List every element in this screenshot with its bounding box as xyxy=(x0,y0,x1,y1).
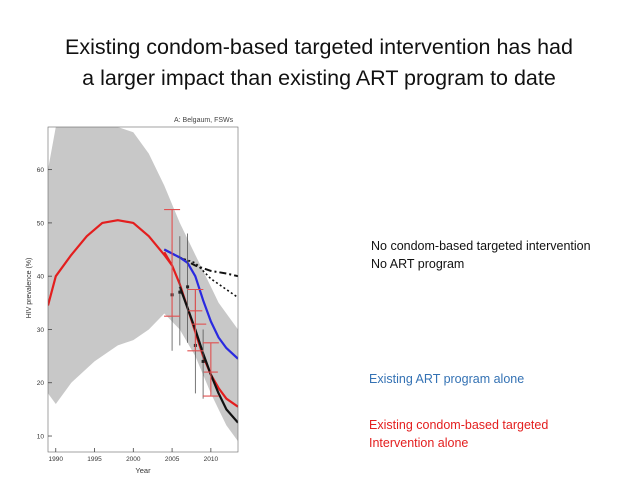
label-counterfactual: No condom-based targeted intervention No… xyxy=(371,237,591,273)
label-art-alone-text: Existing ART program alone xyxy=(369,372,525,386)
data-point-3 xyxy=(186,285,190,289)
label-counterfactual-line-1: No condom-based targeted intervention xyxy=(371,239,591,253)
panel-title: A: Belgaum, FSWs xyxy=(174,117,234,124)
uncertainty-band xyxy=(48,127,238,442)
x-tick-label-5: 2010 xyxy=(204,456,219,463)
plot-area xyxy=(48,127,238,442)
series-line-3 xyxy=(179,256,238,299)
label-counterfactual-line-2: No ART program xyxy=(371,257,465,271)
slide-title: Existing condom-based targeted intervent… xyxy=(0,32,638,94)
label-condom-line-2: Intervention alone xyxy=(369,436,469,450)
error-bar-3 xyxy=(202,342,219,397)
y-tick-label-1: 10 xyxy=(37,434,45,441)
label-art-alone: Existing ART program alone xyxy=(369,370,524,388)
x-tick-label-4: 2005 xyxy=(165,456,180,463)
x-axis-label: Year xyxy=(135,466,151,475)
series-line-6 xyxy=(178,286,238,424)
series-line-4 xyxy=(163,248,238,360)
x-tick-label-3: 2000 xyxy=(126,456,141,463)
y-tick-label-3: 30 xyxy=(37,327,45,334)
series-line-1 xyxy=(48,219,173,306)
y-tick-label-6: 60 xyxy=(37,167,45,174)
data-point-2 xyxy=(178,290,182,294)
y-axis-label: HIV prevalence (%) xyxy=(26,258,33,319)
data-point-5 xyxy=(201,359,205,363)
y-tick-label-5: 50 xyxy=(37,220,45,227)
error-bar-1 xyxy=(164,209,181,317)
slide-title-line-1: Existing condom-based targeted intervent… xyxy=(65,35,573,59)
label-condom-alone: Existing condom-based targeted Intervent… xyxy=(369,416,548,452)
x-tick-label-1: 1990 xyxy=(49,456,64,463)
label-condom-line-1: Existing condom-based targeted xyxy=(369,418,549,432)
y-tick-label-2: 20 xyxy=(37,380,45,387)
axis-frame xyxy=(47,126,239,453)
x-tick-label-2: 1995 xyxy=(87,456,102,463)
error-bar-2 xyxy=(187,288,204,352)
y-tick-label-4: 40 xyxy=(37,274,45,281)
slide-title-line-2: a larger impact than existing ART progra… xyxy=(82,66,556,90)
